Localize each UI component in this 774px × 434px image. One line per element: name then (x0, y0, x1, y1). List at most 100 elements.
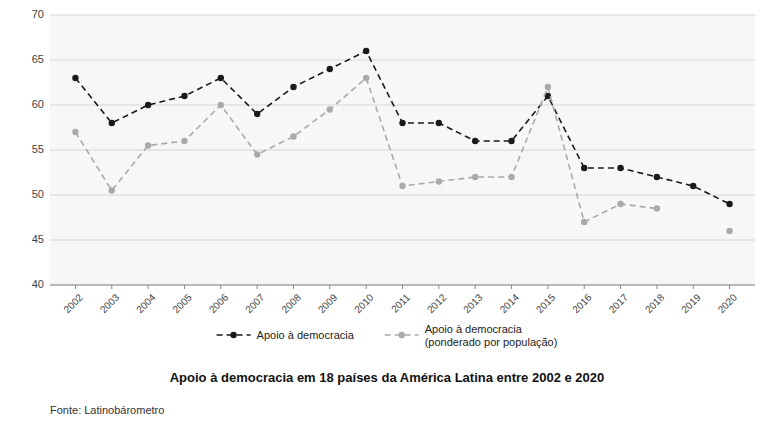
x-tick (75, 285, 76, 289)
x-tick (148, 285, 149, 289)
x-tick (511, 285, 512, 289)
x-tick-label: 2017 (607, 291, 631, 315)
chart-container: 4045505560657020022003200420052006200720… (0, 0, 774, 434)
point (218, 75, 224, 81)
legend-label: Apoio à democracia(ponderado por populaç… (425, 323, 558, 348)
point (399, 120, 405, 126)
legend: Apoio à democraciaApoio à democracia(pon… (217, 323, 558, 348)
x-tick-label: 2011 (389, 291, 412, 314)
point (327, 106, 333, 112)
x-tick-label: 2013 (461, 291, 485, 315)
x-tick (257, 285, 258, 289)
legend-item: Apoio à democracia (217, 329, 355, 341)
annotation: Fonte: Latinobárometro (50, 404, 164, 416)
point (145, 102, 151, 108)
legend-marker (398, 332, 404, 338)
x-tick-label: 2002 (61, 291, 85, 315)
plot-background (50, 15, 755, 285)
point (654, 205, 660, 211)
point (181, 93, 187, 99)
point (254, 151, 260, 157)
y-tick-label: 40 (32, 278, 44, 290)
y-tick-label: 50 (32, 188, 44, 200)
point (508, 138, 514, 144)
point (399, 183, 405, 189)
x-tick-label: 2003 (98, 291, 122, 315)
legend-label: Apoio à democracia (257, 329, 355, 341)
x-tick (620, 285, 621, 289)
point (218, 102, 224, 108)
chart-title: Apoio à democracia em 18 países da Améri… (170, 370, 605, 385)
x-tick (584, 285, 585, 289)
x-tick-label: 2018 (643, 291, 667, 315)
point (581, 219, 587, 225)
point (72, 75, 78, 81)
x-tick-label: 2007 (243, 291, 267, 315)
point (617, 201, 623, 207)
grid-line (50, 15, 755, 16)
x-tick (329, 285, 330, 289)
point (508, 174, 514, 180)
x-tick (220, 285, 221, 289)
grid-line (50, 150, 755, 151)
point (436, 178, 442, 184)
point (581, 165, 587, 171)
x-tick (729, 285, 730, 289)
x-tick-label: 2004 (134, 291, 158, 315)
y-tick-label: 65 (32, 53, 44, 65)
x-tick-label: 2015 (534, 291, 558, 315)
x-tick (366, 285, 367, 289)
x-tick (111, 285, 112, 289)
chart-svg: 4045505560657020022003200420052006200720… (0, 0, 774, 434)
x-tick (547, 285, 548, 289)
point (654, 174, 660, 180)
y-tick-label: 45 (32, 233, 44, 245)
series-line (75, 78, 729, 231)
y-tick-label: 55 (32, 143, 44, 155)
plot-data (72, 48, 733, 234)
point (109, 120, 115, 126)
point (545, 84, 551, 90)
x-tick (656, 285, 657, 289)
point (472, 174, 478, 180)
point (617, 165, 623, 171)
legend-label-line: (ponderado por população) (425, 336, 558, 348)
x-tick (693, 285, 694, 289)
x-tick (184, 285, 185, 289)
point (109, 187, 115, 193)
x-tick (293, 285, 294, 289)
y-tick-label: 60 (32, 98, 44, 110)
x-tick-label: 2008 (279, 291, 303, 315)
legend-label-line: Apoio à democracia (425, 323, 523, 335)
grid-line (50, 240, 755, 241)
grid-line (50, 105, 755, 106)
x-tick-label: 2019 (679, 291, 703, 315)
legend-item: Apoio à democracia(ponderado por populaç… (385, 323, 558, 348)
point (72, 129, 78, 135)
point (436, 120, 442, 126)
x-tick (438, 285, 439, 289)
grid-line (50, 60, 755, 61)
point (290, 84, 296, 90)
point (726, 201, 732, 207)
point (690, 183, 696, 189)
x-tick-label: 2010 (352, 291, 376, 315)
series-line (75, 51, 729, 204)
x-tick (475, 285, 476, 289)
legend-marker (230, 332, 236, 338)
point (472, 138, 478, 144)
grid-line (50, 195, 755, 196)
legend-label-line: Apoio à democracia (257, 329, 355, 341)
x-tick-label: 2012 (425, 291, 449, 315)
point (290, 133, 296, 139)
point (145, 142, 151, 148)
point (254, 111, 260, 117)
point (363, 75, 369, 81)
point (327, 66, 333, 72)
point (181, 138, 187, 144)
y-grid (50, 15, 755, 285)
x-tick (402, 285, 403, 289)
point (363, 48, 369, 54)
x-tick-label: 2016 (570, 291, 594, 315)
x-tick-label: 2005 (170, 291, 194, 315)
